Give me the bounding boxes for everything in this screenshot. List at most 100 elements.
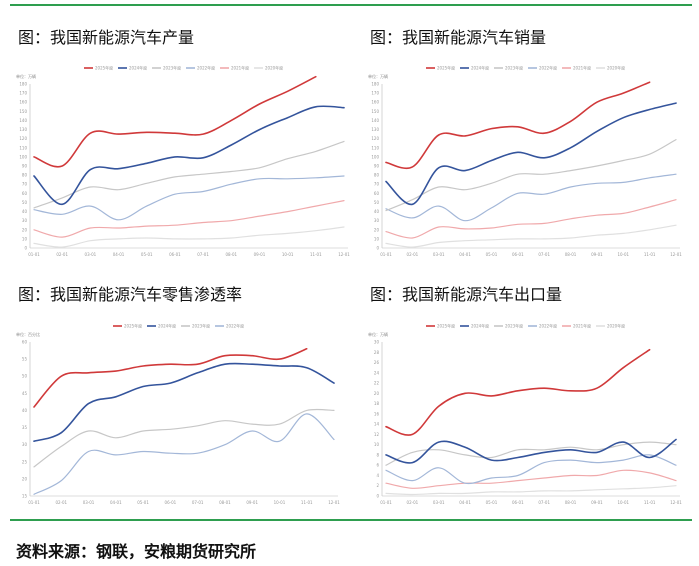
y-tick-label: 120 — [371, 136, 379, 141]
unit-label: 单位：万辆 — [368, 73, 388, 79]
y-tick-label: 25 — [22, 459, 28, 464]
x-tick-label: 11-01 — [310, 252, 322, 257]
legend-label: 2024年度 — [471, 323, 489, 329]
series-line — [33, 408, 335, 468]
y-tick-label: 50 — [22, 374, 28, 379]
legend-item: 2023年度 — [181, 323, 210, 329]
y-tick-label: 140 — [19, 118, 27, 123]
x-tick-label: 10-01 — [274, 500, 286, 505]
y-tick-label: 130 — [371, 127, 379, 132]
y-tick-label: 15 — [22, 494, 28, 499]
legend-item: 2020年度 — [596, 65, 625, 71]
x-tick-label: 04-01 — [113, 252, 125, 257]
y-tick-label: 40 — [22, 209, 28, 214]
y-tick-label: 14 — [374, 422, 380, 427]
y-tick-label: 26 — [374, 360, 380, 365]
x-tick-label: 08-01 — [219, 500, 231, 505]
y-tick-label: 0 — [376, 246, 379, 251]
x-tick-label: 11-01 — [644, 252, 656, 257]
x-tick-label: 05-01 — [137, 500, 149, 505]
series-line — [385, 81, 651, 170]
legend-label: 2021年度 — [573, 65, 591, 71]
x-tick-label: 05-01 — [141, 252, 153, 257]
legend-label: 2023年度 — [163, 65, 181, 71]
x-tick-label: 01-01 — [28, 500, 40, 505]
legend-item: 2025年度 — [426, 323, 455, 329]
y-tick-label: 150 — [19, 109, 27, 114]
x-tick-label: 11-01 — [301, 500, 313, 505]
legend-label: 2024年度 — [158, 323, 176, 329]
y-tick-label: 130 — [19, 127, 27, 132]
legend-item: 2021年度 — [562, 65, 591, 71]
y-tick-label: 28 — [374, 350, 380, 355]
x-tick-label: 06-01 — [512, 252, 524, 257]
legend-item: 2023年度 — [152, 65, 181, 71]
y-tick-label: 60 — [22, 340, 28, 345]
y-tick-label: 30 — [22, 218, 28, 223]
x-tick-label: 10-01 — [617, 252, 629, 257]
x-tick-label: 04-01 — [459, 252, 471, 257]
y-tick-label: 55 — [22, 357, 28, 362]
legend-item: 2024年度 — [460, 65, 489, 71]
legend-item: 2025年度 — [84, 65, 113, 71]
series-line — [385, 485, 677, 496]
y-tick-label: 50 — [22, 200, 28, 205]
y-tick-label: 30 — [374, 218, 380, 223]
series-line — [385, 438, 677, 464]
legend-label: 2023年度 — [192, 323, 210, 329]
y-tick-label: 90 — [22, 164, 28, 169]
legend-label: 2020年度 — [607, 323, 625, 329]
x-tick-label: 03-01 — [85, 252, 97, 257]
x-tick-label: 11-01 — [644, 500, 656, 505]
y-tick-label: 10 — [22, 236, 28, 241]
series-line — [33, 362, 335, 442]
x-tick-label: 01-01 — [28, 252, 40, 257]
panel-title-sales: 图：我国新能源汽车销量 — [370, 28, 547, 47]
x-tick-label: 06-01 — [512, 500, 524, 505]
series-line — [33, 105, 345, 206]
y-tick-label: 110 — [371, 145, 379, 150]
bottom-divider — [10, 519, 692, 521]
y-tick-label: 4 — [376, 473, 379, 478]
unit-label: 单位：百分比 — [16, 331, 40, 337]
x-tick-label: 12-01 — [670, 500, 682, 505]
x-tick-label: 02-01 — [55, 500, 67, 505]
series-line — [33, 413, 335, 495]
y-tick-label: 170 — [19, 91, 27, 96]
legend-item: 2022年度 — [528, 323, 557, 329]
y-tick-label: 12 — [374, 432, 380, 437]
legend-item: 2021年度 — [562, 323, 591, 329]
x-tick-label: 02-01 — [407, 500, 419, 505]
unit-label: 单位：万辆 — [368, 331, 388, 337]
legend-label: 2022年度 — [539, 65, 557, 71]
y-tick-label: 40 — [22, 408, 28, 413]
y-tick-label: 16 — [374, 411, 380, 416]
legend-item: 2024年度 — [147, 323, 176, 329]
x-tick-label: 07-01 — [538, 500, 550, 505]
top-divider — [10, 4, 692, 6]
x-tick-label: 02-01 — [56, 252, 68, 257]
panel-title-penetration: 图：我国新能源汽车零售渗透率 — [18, 285, 243, 304]
x-tick-label: 12-01 — [328, 500, 340, 505]
legend-item: 2024年度 — [118, 65, 147, 71]
chart-penetration: 单位：百分比 2025年度 2024年度 2023年度 2022年度 15 20 25 30 35… — [14, 316, 348, 512]
series-line — [33, 75, 317, 168]
series-line — [33, 226, 345, 248]
y-tick-label: 6 — [376, 463, 379, 468]
legend-item: 2020年度 — [596, 323, 625, 329]
y-tick-label: 2 — [376, 483, 379, 488]
x-tick-label: 12-01 — [338, 252, 350, 257]
chart-exports: 单位：万辆 2025年度 2024年度 2023年度 2022年度 2021年度 2020年… — [366, 316, 690, 512]
x-tick-label: 09-01 — [591, 252, 603, 257]
y-tick-label: 170 — [371, 91, 379, 96]
x-tick-label: 05-01 — [486, 500, 498, 505]
x-tick-label: 04-01 — [459, 500, 471, 505]
legend-label: 2025年度 — [124, 323, 142, 329]
x-tick-label: 09-01 — [254, 252, 266, 257]
y-tick-label: 30 — [374, 340, 380, 345]
legend-item: 2025年度 — [113, 323, 142, 329]
y-tick-label: 90 — [374, 164, 380, 169]
y-tick-label: 35 — [22, 425, 28, 430]
x-tick-label: 07-01 — [197, 252, 209, 257]
y-tick-label: 20 — [374, 227, 380, 232]
